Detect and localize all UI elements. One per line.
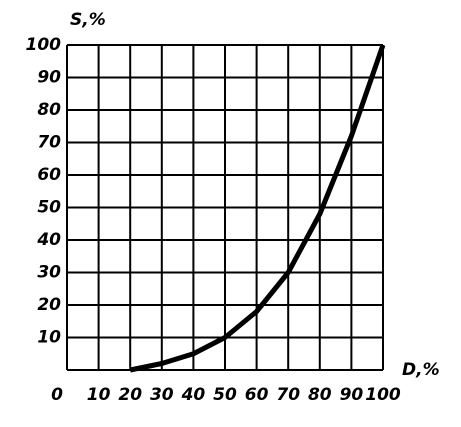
x-tick-label: 50 xyxy=(213,385,237,405)
y-tick-label: 30 xyxy=(37,263,61,283)
x-tick-label: 0 xyxy=(51,385,63,405)
x-axis-label: D,% xyxy=(402,360,440,380)
x-tick-label: 40 xyxy=(181,385,206,405)
x-tick-label: 90 xyxy=(340,385,364,405)
y-tick-label: 100 xyxy=(26,35,62,55)
y-tick-label: 40 xyxy=(36,230,61,250)
curve xyxy=(129,44,386,373)
y-tick-label: 60 xyxy=(37,165,61,185)
y-tick-label: 20 xyxy=(37,295,61,315)
y-tick-label: 50 xyxy=(37,198,61,218)
x-tick-label: 10 xyxy=(87,385,111,405)
x-tick-label: 20 xyxy=(118,385,142,405)
y-tick-label: 10 xyxy=(37,328,61,348)
y-tick-label: 70 xyxy=(37,133,61,153)
x-tick-label: 100 xyxy=(365,385,401,405)
x-tick-label: 30 xyxy=(150,385,174,405)
x-tick-label: 70 xyxy=(276,385,300,405)
y-axis-label: S,% xyxy=(70,10,106,30)
y-tick-label: 90 xyxy=(37,68,61,88)
y-tick-label: 80 xyxy=(37,100,61,120)
x-tick-label: 80 xyxy=(308,385,332,405)
x-tick-label: 60 xyxy=(245,385,269,405)
